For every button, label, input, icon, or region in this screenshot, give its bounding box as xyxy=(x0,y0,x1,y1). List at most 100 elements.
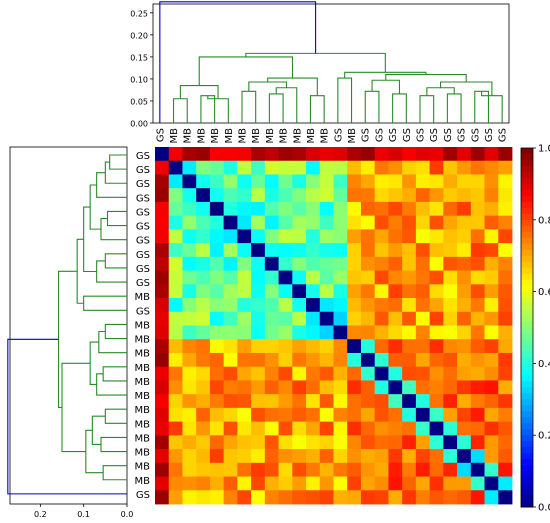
heatmap-cell xyxy=(237,284,252,299)
left-dendrogram-link xyxy=(96,260,127,283)
heatmap-cell xyxy=(278,229,293,244)
top-leaf-label: GS xyxy=(416,128,427,142)
heatmap-cell xyxy=(306,215,321,230)
heatmap-cell xyxy=(347,201,362,217)
heatmap-cell xyxy=(333,462,348,477)
top-dendrogram-link xyxy=(419,95,435,123)
heatmap-cell xyxy=(182,160,197,175)
heatmap-cell xyxy=(292,243,307,258)
heatmap-cell xyxy=(388,339,403,354)
heatmap-cell xyxy=(278,201,293,217)
heatmap-cell xyxy=(155,449,170,464)
heatmap-cell xyxy=(278,147,293,162)
heatmap-cell xyxy=(168,298,183,313)
top-leaf-label: MB xyxy=(224,128,235,144)
left-leaf-label: GS xyxy=(136,193,150,204)
heatmap-cell xyxy=(251,407,266,423)
left-leaf-label: GS xyxy=(136,236,150,247)
heatmap-cell xyxy=(306,160,321,175)
heatmap-cell xyxy=(264,325,279,340)
left-dendrogram-link xyxy=(104,253,127,269)
heatmap-cell xyxy=(306,394,321,409)
top-dendrogram-link xyxy=(248,81,288,92)
heatmap-cell xyxy=(498,325,513,340)
heatmap-cell xyxy=(223,147,238,162)
heatmap-cell xyxy=(333,160,348,175)
heatmap-cell xyxy=(223,339,238,354)
left-leaf-label: GS xyxy=(136,490,150,501)
heatmap-cell xyxy=(237,298,252,313)
heatmap-cell xyxy=(402,243,417,258)
heatmap-cell xyxy=(306,352,321,368)
heatmap-cell xyxy=(374,407,389,423)
heatmap-cell xyxy=(402,352,417,368)
heatmap-cell xyxy=(498,256,513,271)
heatmap-cell xyxy=(168,352,183,368)
top-dendrogram-link xyxy=(371,79,401,94)
top-leaf-label: MB xyxy=(183,128,194,144)
heatmap-cell xyxy=(443,298,458,313)
heatmap-cell xyxy=(374,147,389,162)
colorbar-segment xyxy=(521,363,533,370)
heatmap-cell xyxy=(470,284,485,299)
heatmap-cell xyxy=(484,435,499,450)
heatmap-cell xyxy=(264,311,279,326)
heatmap-cell xyxy=(457,352,472,368)
heatmap-cell xyxy=(237,147,252,162)
heatmap-cell xyxy=(168,407,183,423)
left-leaf-label: GS xyxy=(136,250,150,261)
heatmap-cell xyxy=(278,174,293,189)
heatmap-cell xyxy=(415,215,431,230)
colorbar-segment xyxy=(521,489,533,496)
heatmap-cell xyxy=(429,160,444,175)
heatmap-cell xyxy=(196,284,211,299)
heatmap-cell xyxy=(347,449,362,464)
heatmap-cell xyxy=(319,366,334,381)
heatmap-cell xyxy=(155,174,170,189)
heatmap-cell xyxy=(223,380,238,395)
heatmap-cell xyxy=(347,462,362,477)
heatmap-cell xyxy=(223,435,238,450)
heatmap-cell xyxy=(415,407,431,423)
heatmap-cell xyxy=(196,201,211,217)
top-leaf-label: MB xyxy=(306,128,317,144)
heatmap-cell xyxy=(388,449,403,464)
heatmap-cell xyxy=(251,490,266,505)
heatmap-cell xyxy=(209,394,225,409)
colorbar-segment xyxy=(521,339,533,346)
heatmap-cell xyxy=(237,215,252,230)
heatmap-cell xyxy=(388,270,403,285)
heatmap-cell xyxy=(292,339,307,354)
heatmap-cell xyxy=(223,243,238,258)
heatmap-cell xyxy=(429,407,444,423)
heatmap-cell xyxy=(319,215,334,230)
heatmap-cell xyxy=(402,298,417,313)
heatmap-cell xyxy=(333,380,348,395)
heatmap-cell xyxy=(402,435,417,450)
heatmap-cell xyxy=(196,476,211,491)
colorbar-segment xyxy=(521,231,533,239)
heatmap-cell xyxy=(196,147,211,162)
heatmap-cell xyxy=(264,394,279,409)
heatmap-cell xyxy=(182,366,197,381)
top-leaf-label: GS xyxy=(333,128,344,142)
heatmap-cell xyxy=(333,147,348,162)
heatmap-cell xyxy=(457,188,472,203)
heatmap-cell xyxy=(347,215,362,230)
heatmap-cell xyxy=(251,147,266,162)
heatmap-cell xyxy=(306,435,321,450)
left-dendrogram-link xyxy=(76,238,84,304)
heatmap-cell xyxy=(333,476,348,491)
heatmap-cell xyxy=(388,201,403,217)
heatmap-cell xyxy=(429,352,444,368)
heatmap-cell xyxy=(292,201,307,217)
top-leaf-label: GS xyxy=(443,128,454,142)
colorbar-segment xyxy=(521,159,533,167)
heatmap-cell xyxy=(347,174,362,189)
heatmap-cell xyxy=(306,174,321,189)
colorbar-segment xyxy=(521,183,533,191)
heatmap-cell xyxy=(319,188,334,203)
heatmap-cell xyxy=(251,174,266,189)
heatmap-cell xyxy=(182,339,197,354)
